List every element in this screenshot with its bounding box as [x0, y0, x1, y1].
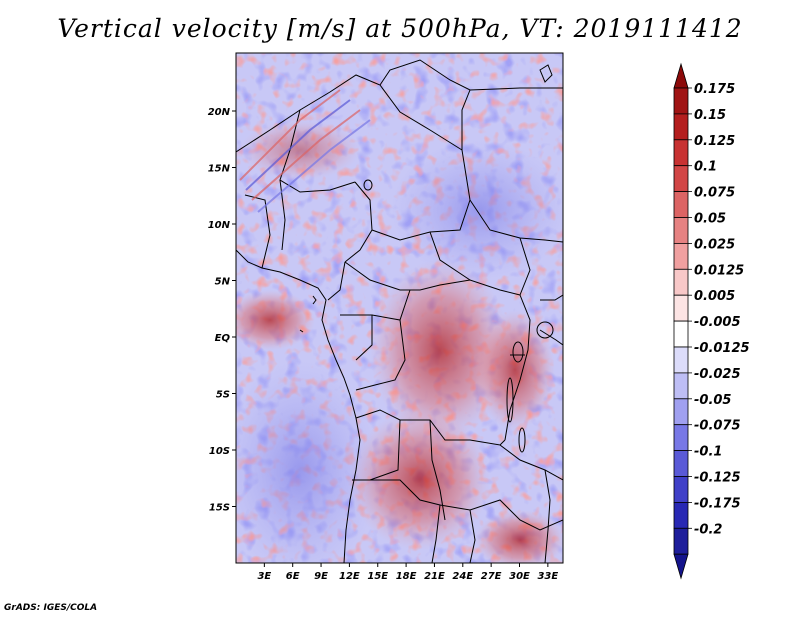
lat-tick-label: 15S: [209, 503, 230, 514]
lat-tick-label: 10S: [209, 446, 230, 457]
colorbar-swatch: [673, 476, 689, 503]
colorbar-label: 0.075: [694, 186, 735, 201]
colorbar-label: -0.125: [694, 471, 741, 486]
colorbar-swatch: [673, 450, 689, 477]
colorbar-label: -0.025: [694, 367, 741, 382]
lon-tick-label: 21E: [424, 571, 445, 582]
colorbar-swatch: [673, 87, 689, 115]
longitude-axis: 3E 6E 9E 12E 15E 18E 21E 24E 27E 30E 33E: [257, 563, 558, 582]
colorbar-bottom-cap: [673, 553, 689, 580]
lat-tick-label: 5N: [215, 277, 231, 288]
chart-title: Vertical velocity [m/s] at 500hPa, VT: 2…: [57, 14, 743, 43]
colorbar-label: -0.1: [694, 445, 722, 460]
lon-tick-label: 27E: [481, 571, 502, 582]
colorbar-swatch: [673, 424, 689, 452]
lat-tick-label: EQ: [215, 333, 231, 344]
colorbar-swatch: [673, 191, 689, 218]
lon-tick-label: 15E: [367, 571, 388, 582]
colorbar-label: 0.15: [694, 108, 726, 123]
colorbar-swatch: [673, 346, 689, 374]
colorbar-label: 0.05: [694, 212, 726, 227]
lon-tick-label: 18E: [396, 571, 417, 582]
lon-tick-label: 12E: [339, 571, 360, 582]
colorbar-swatch: [673, 527, 689, 555]
lon-tick-label: 24E: [452, 571, 473, 582]
map-frame: [235, 52, 564, 564]
latitude-axis: 20N 15N 10N 5N EQ 5S 10S 15S: [208, 107, 236, 514]
colorbar-swatch: [673, 398, 689, 426]
colorbar-label: 0.175: [694, 82, 735, 97]
colorbar-label: -0.075: [694, 419, 741, 434]
lon-tick-label: 9E: [314, 571, 328, 582]
colorbar-label: 0.0125: [694, 263, 744, 278]
colorbar-label: -0.005: [694, 315, 741, 330]
colorbar: 0.175 0.15 0.125 0.1 0.075 0.05 0.025 0.0125 0.0…: [673, 62, 750, 580]
vertical-velocity-field: [236, 53, 563, 563]
lat-tick-label: 10N: [208, 220, 231, 231]
colorbar-swatch: [673, 268, 689, 296]
colorbar-swatch: [673, 165, 689, 192]
lon-tick-label: 33E: [537, 571, 558, 582]
lon-tick-label: 30E: [509, 571, 530, 582]
colorbar-label: 0.1: [694, 160, 717, 175]
nw-streaks: [239, 89, 371, 213]
lon-tick-label: 6E: [286, 571, 300, 582]
colorbar-swatch: [673, 113, 689, 141]
colorbar-swatch: [673, 242, 689, 270]
colorbar-top-cap: [673, 62, 689, 89]
colorbar-label: 0.125: [694, 134, 735, 149]
lat-tick-label: 20N: [208, 107, 231, 118]
lon-tick-label: 3E: [257, 571, 271, 582]
colorbar-label: -0.175: [694, 496, 741, 511]
colorbar-label: -0.05: [694, 393, 731, 408]
grads-credit: GrADS: IGES/COLA: [4, 603, 98, 613]
colorbar-swatch: [673, 501, 689, 529]
colorbar-swatch: [673, 320, 689, 348]
lat-tick-label: 5S: [216, 390, 230, 401]
colorbar-label: -0.2: [694, 522, 722, 537]
colorbar-label: -0.0125: [694, 341, 750, 356]
country-borders: [236, 59, 563, 563]
lat-tick-label: 15N: [208, 164, 231, 175]
colorbar-swatch: [673, 217, 689, 244]
colorbar-label: 0.025: [694, 237, 735, 252]
colorbar-swatch: [673, 294, 689, 322]
colorbar-swatch: [673, 139, 689, 167]
colorbar-label: 0.005: [694, 289, 735, 304]
colorbar-swatch: [673, 372, 689, 400]
